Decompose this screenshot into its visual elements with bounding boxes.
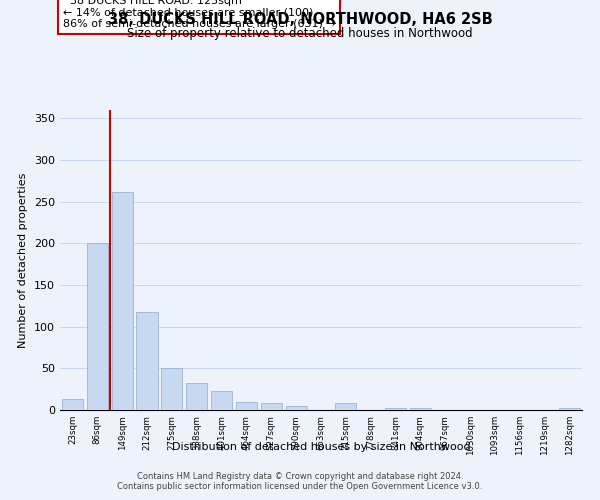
Bar xyxy=(211,391,232,410)
Y-axis label: Number of detached properties: Number of detached properties xyxy=(19,172,28,348)
Bar xyxy=(87,244,108,410)
Text: Distribution of detached houses by size in Northwood: Distribution of detached houses by size … xyxy=(172,442,470,452)
Bar xyxy=(236,402,257,410)
Bar xyxy=(286,406,307,410)
Bar xyxy=(112,192,133,410)
Text: Contains public sector information licensed under the Open Government Licence v3: Contains public sector information licen… xyxy=(118,482,482,491)
Bar xyxy=(261,402,282,410)
Text: 38, DUCKS HILL ROAD, NORTHWOOD, HA6 2SB: 38, DUCKS HILL ROAD, NORTHWOOD, HA6 2SB xyxy=(107,12,493,28)
Bar xyxy=(186,382,207,410)
Bar xyxy=(410,408,431,410)
Bar xyxy=(62,399,83,410)
Text: Size of property relative to detached houses in Northwood: Size of property relative to detached ho… xyxy=(127,28,473,40)
Text: 38 DUCKS HILL ROAD: 125sqm
← 14% of detached houses are smaller (100)
86% of sem: 38 DUCKS HILL ROAD: 125sqm ← 14% of deta… xyxy=(62,0,335,29)
Bar xyxy=(385,408,406,410)
Bar xyxy=(136,312,158,410)
Bar xyxy=(335,404,356,410)
Bar xyxy=(161,368,182,410)
Text: Contains HM Land Registry data © Crown copyright and database right 2024.: Contains HM Land Registry data © Crown c… xyxy=(137,472,463,481)
Bar xyxy=(559,408,580,410)
